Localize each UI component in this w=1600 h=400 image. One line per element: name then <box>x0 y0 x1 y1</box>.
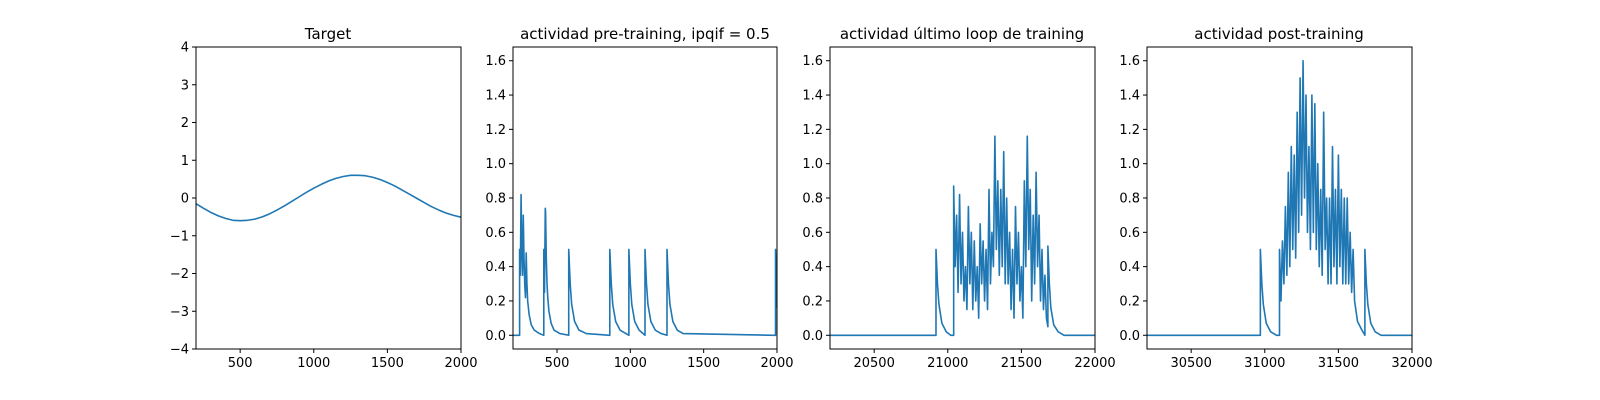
y-tick-label: 1.4 <box>802 89 823 104</box>
y-tick-label: 0.6 <box>1119 226 1140 241</box>
y-tick-label: 0.2 <box>1119 294 1140 309</box>
y-tick-label: 1 <box>181 154 189 169</box>
y-tick-label: 0.8 <box>1119 192 1140 207</box>
y-tick-label: 1.2 <box>802 123 823 138</box>
y-tick-label: 0.4 <box>802 260 823 275</box>
y-tick-label: 0.0 <box>485 329 506 344</box>
y-tick-label: 1.2 <box>1119 123 1140 138</box>
y-tick-label: 1.0 <box>1119 157 1140 172</box>
y-tick-label: −2 <box>170 267 189 282</box>
y-tick-label: 0.8 <box>485 192 506 207</box>
x-tick-label: 22000 <box>1074 356 1115 371</box>
y-tick-label: 3 <box>181 78 189 93</box>
x-tick-label: 32000 <box>1391 356 1432 371</box>
y-tick-label: 0 <box>181 192 189 207</box>
y-tick-label: 1.6 <box>1119 54 1140 69</box>
x-tick-label: 1500 <box>687 356 720 371</box>
x-tick-label: 20500 <box>853 356 894 371</box>
subplot-pre-training: actividad pre-training, ipqif = 0.5 500 1… <box>485 25 793 371</box>
subplot-title: Target <box>304 25 352 43</box>
x-tick-label: 2000 <box>444 356 477 371</box>
y-tick-label: 2 <box>181 116 189 131</box>
y-tick-label: 1.4 <box>1119 89 1140 104</box>
subplot-title: actividad post-training <box>1194 25 1363 43</box>
series-line <box>1147 59 1412 337</box>
x-tick-label: 1500 <box>371 356 404 371</box>
x-tick-label: 500 <box>545 356 570 371</box>
x-tick-label: 2000 <box>760 356 793 371</box>
y-tick-label: 1.2 <box>485 123 506 138</box>
x-tick-label: 31500 <box>1318 356 1359 371</box>
y-tick-label: −1 <box>170 229 189 244</box>
subplot-title: actividad último loop de training <box>840 25 1084 43</box>
y-tick-label: 0.4 <box>1119 260 1140 275</box>
series-line <box>196 174 461 222</box>
y-tick-label: 0.4 <box>485 260 506 275</box>
x-tick-label: 1000 <box>614 356 647 371</box>
y-tick-label: 1.6 <box>485 54 506 69</box>
subplot-post-training: actividad post-training 30500 31000 31500 3… <box>1119 25 1432 371</box>
y-tick-label: 0.8 <box>802 192 823 207</box>
subplot-title: actividad pre-training, ipqif = 0.5 <box>520 25 770 43</box>
subplot-last-training-loop: actividad último loop de training 20500 2… <box>802 25 1115 371</box>
series-line <box>513 193 777 337</box>
x-tick-label: 1000 <box>297 356 330 371</box>
y-tick-label: 1.4 <box>485 89 506 104</box>
y-tick-label: 0.0 <box>1119 329 1140 344</box>
x-tick-label: 21000 <box>927 356 968 371</box>
y-tick-label: 1.6 <box>802 54 823 69</box>
y-tick-label: 1.0 <box>802 157 823 172</box>
y-tick-label: 0.0 <box>802 329 823 344</box>
x-tick-label: 31000 <box>1244 356 1285 371</box>
x-tick-label: 21500 <box>1001 356 1042 371</box>
x-tick-label: 500 <box>228 356 253 371</box>
subplot-target: Target 500 1000 1500 2000 −4 −3 −2 −1 0 1 2 3 4 <box>170 25 478 371</box>
y-tick-label: 0.2 <box>485 294 506 309</box>
y-tick-label: 4 <box>181 41 189 56</box>
y-tick-label: 1.0 <box>485 157 506 172</box>
y-tick-label: 0.6 <box>485 226 506 241</box>
y-tick-label: −4 <box>170 343 189 358</box>
y-tick-label: 0.6 <box>802 226 823 241</box>
series-line <box>830 135 1095 337</box>
y-tick-label: 0.2 <box>802 294 823 309</box>
x-tick-label: 30500 <box>1170 356 1211 371</box>
y-tick-label: −3 <box>170 305 189 320</box>
